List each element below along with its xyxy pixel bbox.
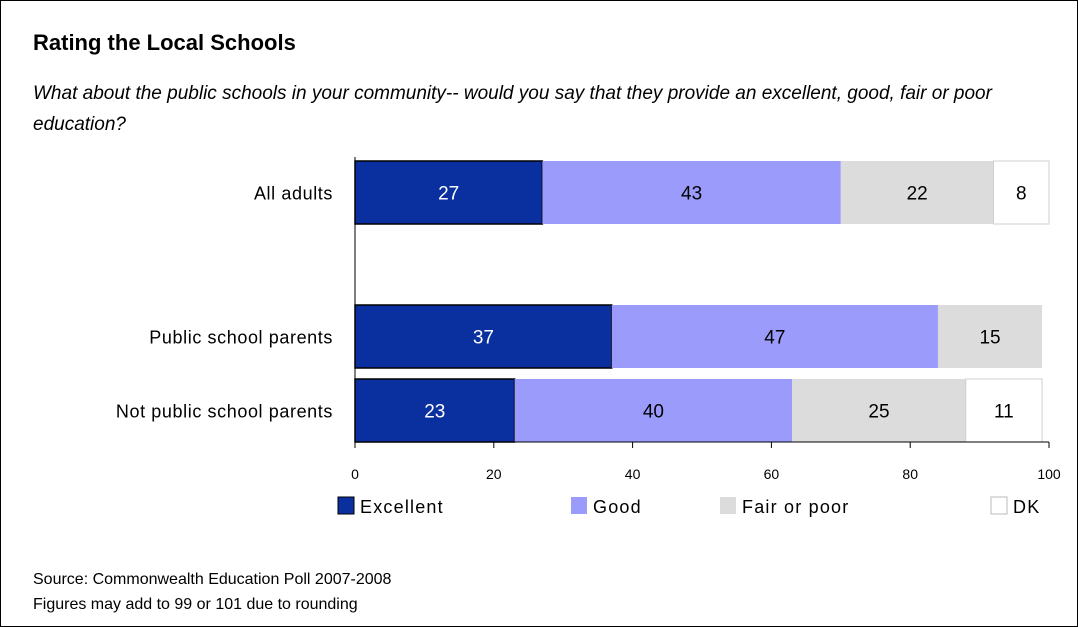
- data-label: 40: [643, 402, 664, 423]
- data-label: 27: [438, 184, 459, 205]
- rounding-note: Figures may add to 99 or 101 due to roun…: [33, 596, 358, 613]
- legend-label: Excellent: [360, 497, 444, 517]
- x-tick-label: 40: [625, 466, 641, 482]
- x-tick-label: 80: [902, 466, 918, 482]
- x-tick-label: 20: [486, 466, 502, 482]
- data-label: 15: [979, 328, 1000, 349]
- bar-segment: [840, 161, 994, 224]
- x-tick-label: 0: [351, 466, 359, 482]
- x-tick-label: 60: [764, 466, 780, 482]
- footer: Source: Commonwealth Education Poll 2007…: [33, 567, 391, 617]
- legend-label: Fair or poor: [742, 497, 849, 517]
- data-label: 23: [424, 402, 445, 423]
- category-label: Public school parents: [149, 328, 333, 348]
- stacked-bar-chart: 27 43 22 8 All adults 37 47 15 Public school par…: [116, 157, 1061, 517]
- legend-swatch: [337, 496, 355, 515]
- data-label: 22: [907, 184, 928, 205]
- legend-swatch: [571, 497, 587, 514]
- bar-segment: [542, 161, 841, 224]
- bar-segment: [514, 379, 793, 442]
- chart-title: Rating the Local Schools: [33, 30, 296, 55]
- legend-swatch: [720, 497, 736, 514]
- legend-label: Good: [593, 497, 642, 517]
- category-label: All adults: [254, 184, 333, 204]
- legend-swatch: [990, 496, 1008, 515]
- data-label: 43: [681, 184, 702, 205]
- bar-segment: [611, 305, 938, 368]
- bar-segment: [992, 160, 1050, 225]
- bar-segment: [965, 378, 1043, 443]
- source-note: Source: Commonwealth Education Poll 2007…: [33, 571, 392, 588]
- legend-label: DK: [1013, 497, 1040, 517]
- bar-segment: [937, 305, 1043, 368]
- data-label: 11: [994, 402, 1014, 423]
- x-tick-label: 100: [1037, 466, 1061, 482]
- data-label: 37: [473, 328, 494, 349]
- data-label: 25: [868, 402, 889, 423]
- data-label: 8: [1016, 184, 1027, 205]
- category-label: Not public school parents: [116, 402, 333, 422]
- bar-segment: [792, 379, 966, 442]
- chart-subtitle: What about the public schools in your co…: [33, 83, 992, 135]
- data-label: 47: [764, 328, 785, 349]
